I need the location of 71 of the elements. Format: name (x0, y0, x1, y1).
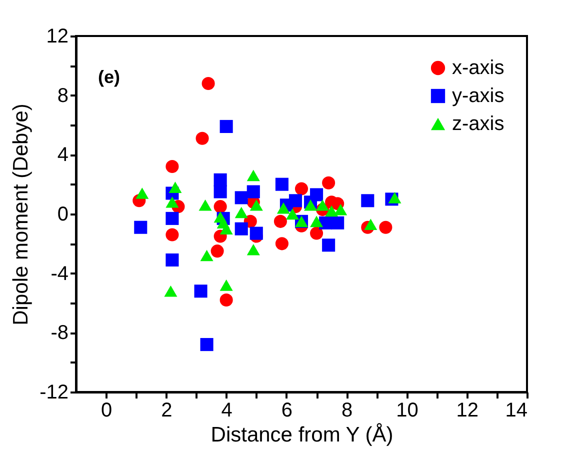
point (166, 196, 179, 208)
legend-label: z-axis (452, 113, 504, 135)
point (220, 294, 233, 307)
point (246, 185, 260, 198)
x-tick-label: 2 (161, 400, 172, 422)
y-tick-label: 12 (46, 26, 68, 48)
point (134, 220, 148, 234)
point (166, 212, 179, 225)
point (220, 280, 233, 291)
point (310, 216, 324, 228)
point (310, 188, 324, 202)
point (136, 188, 149, 199)
y-tick-label: -12 (40, 382, 68, 404)
point (294, 182, 308, 196)
point (234, 191, 248, 204)
legend-label: y-axis (452, 85, 504, 107)
x-tick-label: 0 (101, 400, 112, 422)
point (246, 244, 260, 256)
point (361, 194, 374, 208)
point (234, 206, 248, 218)
point (275, 237, 288, 250)
point (164, 285, 178, 297)
y-tick-label: 0 (57, 204, 68, 226)
x-tick-label: 8 (342, 400, 353, 422)
point (200, 338, 214, 352)
y-tick-label: -4 (50, 262, 68, 285)
point (210, 244, 224, 258)
x-tick-label: 6 (281, 400, 293, 422)
point (246, 170, 260, 182)
point (304, 199, 318, 211)
point (331, 216, 344, 230)
point (166, 253, 179, 266)
x-tick-label: 4 (221, 400, 232, 422)
y-tick-label: 4 (57, 144, 68, 166)
point (234, 222, 248, 236)
point (276, 202, 290, 214)
point (166, 228, 179, 242)
point (200, 250, 214, 262)
point (194, 284, 208, 298)
y-tick-label: 8 (57, 84, 68, 107)
legend-label: x-axis (452, 57, 504, 79)
x-axis-title: Distance from Y (Å) (210, 422, 394, 446)
x-tick-label: 14 (505, 400, 528, 422)
y-axis-title: Dipole moment (Debye) (10, 104, 33, 326)
point (275, 178, 288, 191)
point (214, 185, 227, 198)
point (168, 182, 182, 193)
point (198, 199, 212, 211)
y-tick-label: -8 (50, 322, 68, 344)
x-tick-label: 10 (396, 400, 418, 422)
point (214, 200, 227, 214)
point (202, 76, 215, 90)
point (250, 199, 263, 211)
point (325, 205, 338, 217)
point (220, 120, 233, 133)
point (388, 192, 402, 204)
point (286, 208, 299, 220)
point (334, 204, 348, 216)
point (250, 226, 263, 240)
point (316, 199, 330, 211)
point (196, 132, 209, 145)
point (166, 160, 179, 174)
point (322, 176, 336, 190)
point (288, 194, 302, 208)
point (322, 238, 336, 252)
point (364, 218, 378, 230)
point (274, 214, 287, 228)
annotation: (e) (98, 67, 120, 87)
x-tick-label: 12 (456, 400, 478, 422)
point (310, 226, 324, 240)
point (379, 220, 392, 234)
